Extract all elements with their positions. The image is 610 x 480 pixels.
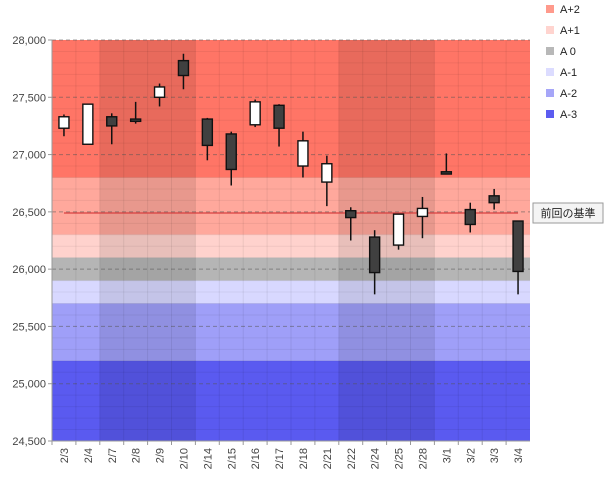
x-tick-label: 2/24: [370, 448, 382, 469]
candle-body-3/4: [512, 220, 524, 273]
y-tick-label: 26,000: [12, 264, 46, 276]
x-tick-label: 2/22: [346, 448, 358, 469]
legend-label: A 0: [560, 46, 576, 58]
legend-swatch: [546, 110, 554, 118]
week-shade-0: [99, 40, 196, 441]
x-tick-label: 3/2: [465, 448, 477, 463]
band-6: [52, 360, 530, 441]
y-tick-label: 25,000: [12, 379, 46, 391]
x-tick-label: 2/14: [202, 448, 214, 469]
candle-body-3/1: [440, 171, 453, 175]
candle-body-2/22: [345, 210, 357, 219]
candle-body-2/25: [392, 213, 405, 246]
candle-body-3/3: [488, 195, 500, 204]
x-tick-label: 2/16: [250, 448, 262, 469]
reference-line-group: 前回の基準: [63, 202, 604, 224]
x-tick-label: 2/7: [107, 448, 119, 463]
legend-label: A+2: [560, 4, 580, 16]
legend-label: A-2: [560, 88, 577, 100]
legend: A+2 A+1 A 0 A-1 A-2 A-3: [546, 4, 580, 121]
candle-body-2/15: [225, 133, 237, 171]
legend-label: A-3: [560, 109, 577, 121]
x-tick-label: 2/28: [417, 448, 429, 469]
candle-body-2/4: [82, 103, 94, 145]
legend-label: A-1: [560, 67, 577, 79]
legend-swatch: [546, 5, 554, 13]
y-tick-label: 26,500: [12, 207, 46, 219]
band-layer: [52, 40, 530, 441]
x-tick-label: 2/3: [59, 448, 71, 463]
x-tick-label: 2/17: [274, 448, 286, 469]
candle-body-2/7: [106, 116, 118, 127]
candle-body-2/17: [273, 104, 285, 129]
candle-body-2/16: [249, 101, 261, 126]
week-shade-1: [338, 40, 435, 441]
y-tick-label: 27,000: [12, 150, 46, 162]
reference-label-box: [532, 202, 604, 224]
week-shade-layer: [99, 40, 435, 441]
y-tick-label: 25,500: [12, 321, 46, 333]
x-tick-label: 2/25: [394, 448, 406, 469]
candle-body-2/14: [201, 118, 214, 147]
candle-body-2/21: [321, 163, 333, 183]
legend-swatch: [546, 47, 554, 55]
legend-label: A+1: [560, 25, 580, 37]
x-tick-label: 2/10: [178, 448, 190, 469]
candle-body-2/24: [368, 236, 381, 274]
candle-body-2/28: [416, 207, 429, 218]
candles: [58, 53, 524, 295]
candle-body-3/2: [464, 208, 476, 226]
band-1: [52, 177, 530, 235]
y-tick-label: 27,500: [12, 92, 46, 104]
candle-body-2/10: [177, 59, 190, 77]
x-tick-label: 2/8: [131, 448, 143, 463]
y-tick-label: 24,500: [12, 436, 46, 448]
y-axis-ticks: 24,500 25,000 25,500 26,000 26,500 27,000 27,5…: [12, 35, 52, 448]
x-tick-label: 3/4: [513, 448, 525, 463]
x-axis-ticks: 2/3 2/4 2/7 2/8 2/9 2/10 2/14 2/15 2/16 2/17 2/18 2…: [51, 441, 525, 469]
gridlines: [52, 39, 530, 441]
x-tick-label: 3/1: [441, 448, 453, 463]
y-tick-label: 28,000: [12, 35, 46, 47]
candle-body-2/9: [153, 86, 166, 98]
legend-swatch: [546, 68, 554, 76]
band-5: [52, 303, 530, 361]
band-2: [52, 234, 530, 258]
x-tick-label: 2/4: [83, 448, 95, 463]
reference-label: 前回の基準: [541, 206, 596, 220]
x-tick-label: 2/15: [226, 448, 238, 469]
band-4: [52, 280, 530, 304]
x-tick-label: 2/9: [155, 448, 167, 463]
x-tick-label: 2/21: [322, 448, 334, 469]
x-tick-label: 2/18: [298, 448, 310, 469]
candle-body-2/3: [58, 116, 70, 129]
legend-swatch: [546, 89, 554, 97]
candle-body-2/8: [129, 118, 142, 123]
x-tick-label: 3/3: [489, 448, 501, 463]
candle-body-2/18: [297, 140, 309, 167]
legend-swatch: [546, 26, 554, 34]
